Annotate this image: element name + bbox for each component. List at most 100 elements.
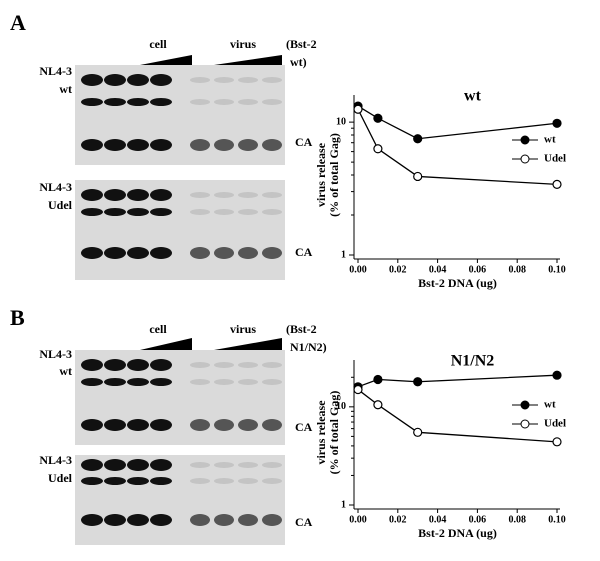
band [150, 459, 172, 471]
data-point [353, 384, 363, 395]
band [262, 77, 282, 83]
data-point [413, 377, 423, 387]
band [104, 514, 126, 526]
band [104, 98, 126, 106]
x-tick-label: 0.10 [548, 514, 566, 525]
band [214, 209, 234, 215]
x-tick-label: 0.08 [508, 264, 526, 275]
blot-label: Udel [48, 198, 73, 212]
band [262, 99, 282, 105]
band [127, 459, 149, 471]
band [127, 477, 149, 485]
data-point [552, 179, 562, 189]
bst2-label: wt) [290, 55, 307, 69]
band [262, 362, 282, 368]
band [238, 99, 258, 105]
x-axis-label: Bst-2 DNA (ug) [418, 526, 497, 540]
band [214, 514, 234, 526]
band [81, 359, 103, 371]
band [150, 189, 172, 201]
band [190, 462, 210, 468]
wedge [140, 55, 192, 65]
band [104, 477, 126, 485]
band [262, 209, 282, 215]
data-point [353, 104, 363, 114]
band [262, 419, 282, 431]
wedge [214, 55, 282, 65]
band [104, 459, 126, 471]
x-tick-label: 0.04 [429, 514, 447, 525]
blot-label: NL4-3 [39, 64, 72, 78]
band [81, 419, 103, 431]
series-line [357, 389, 558, 443]
blot-label: NL4-3 [39, 347, 72, 361]
band [150, 359, 172, 371]
band [190, 77, 210, 83]
band [81, 98, 103, 106]
band [150, 74, 172, 86]
band [262, 139, 282, 151]
legend-label: Udel [544, 418, 566, 430]
band [238, 379, 258, 385]
x-tick-label: 0.10 [548, 264, 566, 275]
y-tick-label: 10 [336, 116, 346, 127]
legend-marker [520, 154, 530, 164]
data-point [373, 400, 383, 410]
band [104, 419, 126, 431]
blot-label: NL4-3 [39, 453, 72, 467]
series-line [357, 105, 558, 140]
band [214, 419, 234, 431]
series-line [357, 374, 558, 388]
band [150, 98, 172, 106]
x-tick-label: 0.02 [389, 514, 407, 525]
band [81, 378, 103, 386]
band-label: CA [295, 515, 313, 529]
x-tick-label: 0.02 [389, 264, 407, 275]
band [190, 247, 210, 259]
band [127, 359, 149, 371]
y-tick-label: 1 [341, 499, 346, 510]
band [190, 362, 210, 368]
x-tick-label: 0.08 [508, 514, 526, 525]
band [150, 139, 172, 151]
band [190, 99, 210, 105]
y-axis-label: (% of total Gag) [327, 391, 341, 475]
band [127, 378, 149, 386]
band [238, 192, 258, 198]
x-tick-label: 0.04 [429, 264, 447, 275]
band [81, 189, 103, 201]
data-point [373, 144, 383, 154]
band [214, 362, 234, 368]
band [127, 139, 149, 151]
band [238, 362, 258, 368]
data-point [552, 437, 562, 447]
band [81, 459, 103, 471]
band [214, 139, 234, 151]
data-point [413, 427, 423, 437]
panel-letter: B [10, 305, 25, 330]
band [127, 208, 149, 216]
virus-label: virus [230, 322, 256, 336]
band [104, 247, 126, 259]
band [238, 139, 258, 151]
band [104, 74, 126, 86]
bst2-label: N1/N2) [290, 340, 327, 354]
data-point [552, 118, 562, 128]
band [238, 462, 258, 468]
band [262, 379, 282, 385]
band [81, 208, 103, 216]
band [104, 139, 126, 151]
data-point [373, 113, 383, 123]
band [150, 208, 172, 216]
band [238, 478, 258, 484]
data-point [413, 134, 423, 144]
legend-label: Udel [544, 153, 566, 165]
band [214, 77, 234, 83]
blot-label: Udel [48, 471, 73, 485]
cell-label: cell [149, 37, 167, 51]
x-tick-label: 0.06 [469, 264, 487, 275]
band [214, 379, 234, 385]
x-axis-label: Bst-2 DNA (ug) [418, 276, 497, 290]
virus-label: virus [230, 37, 256, 51]
band [104, 208, 126, 216]
